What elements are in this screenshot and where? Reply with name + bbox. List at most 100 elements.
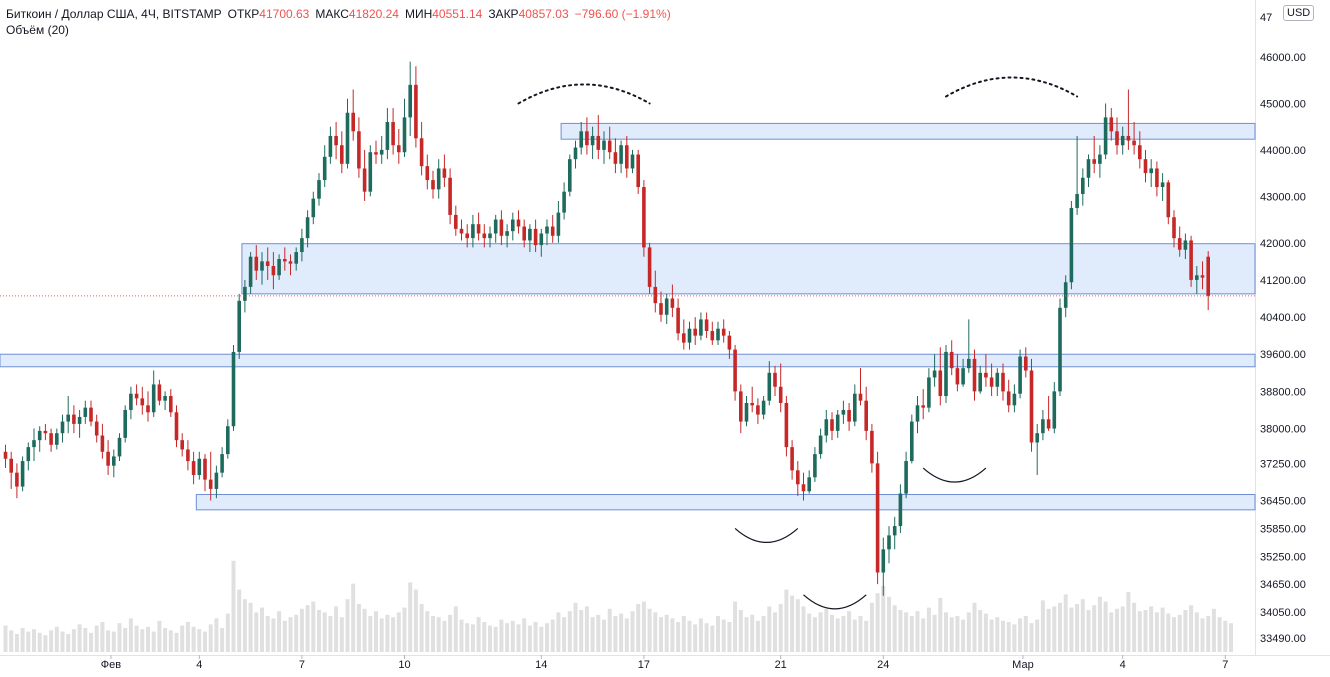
volume-bar: [567, 611, 572, 652]
dotted-top-arc: [517, 83, 651, 105]
candle-body: [66, 414, 70, 422]
candle-body: [744, 403, 749, 422]
time-tick-label: Фев: [101, 659, 121, 671]
candle-body: [277, 259, 281, 276]
volume-bar: [77, 624, 82, 652]
candle-body: [630, 154, 635, 169]
candle-body: [311, 198, 316, 218]
volume-bar: [1211, 608, 1216, 652]
candle-body: [351, 112, 355, 132]
volume-bar: [1132, 602, 1137, 652]
candle-body: [750, 403, 754, 406]
volume-bar: [1086, 610, 1091, 652]
candle-body: [1069, 207, 1074, 283]
candle-body: [613, 152, 618, 164]
candle-body: [448, 177, 452, 215]
candle-body: [682, 333, 686, 343]
candle-body: [1172, 217, 1176, 239]
volume-bar: [573, 602, 578, 652]
volume-bar: [14, 634, 19, 652]
candle-body: [9, 458, 13, 473]
open-label: ОТКР: [227, 7, 260, 21]
volume-bar: [208, 624, 213, 652]
time-tick-label: Мар: [1012, 659, 1034, 671]
volume-bar: [784, 589, 789, 652]
volume-bar: [277, 611, 282, 652]
volume-bar: [596, 614, 601, 652]
candle-body: [995, 372, 1000, 387]
volume-bar: [1149, 606, 1154, 652]
volume-bar: [755, 620, 760, 652]
currency-button[interactable]: USD: [1283, 5, 1315, 21]
pattern-arcs[interactable]: [517, 76, 1079, 610]
volume-bar: [288, 617, 293, 652]
volume-bar: [146, 626, 150, 652]
volume-bar: [123, 628, 128, 652]
volume-bar: [83, 628, 88, 652]
candle-body: [693, 328, 697, 336]
volume-bar: [362, 608, 367, 652]
volume-bar: [670, 618, 675, 652]
candle-body: [89, 407, 93, 422]
volume-bar: [607, 608, 612, 652]
volume-bar: [824, 608, 829, 652]
low-label: МИН: [404, 7, 433, 21]
volume-bar: [869, 602, 874, 652]
candle-body: [528, 228, 532, 241]
volume-bar: [659, 617, 663, 652]
volume-bar: [1183, 610, 1188, 652]
candle-body: [1109, 117, 1114, 132]
candle-body: [796, 470, 800, 485]
volume-bar: [157, 620, 162, 652]
high-value: 41820.24: [348, 7, 399, 21]
time-tick-label: 17: [638, 659, 650, 671]
candle-body: [248, 256, 253, 287]
volume-bar: [482, 622, 487, 652]
dotted-top-arc: [945, 76, 1079, 98]
volume-bar: [1012, 624, 1017, 652]
candle-body: [1012, 393, 1017, 406]
candle-body: [505, 231, 509, 236]
volume-bar: [687, 620, 692, 652]
candle-body: [887, 535, 891, 550]
price-tick-label: 46000.00: [1260, 52, 1306, 64]
volume-bar: [408, 582, 413, 652]
price-axis[interactable]: 46000.00 45000.00 44000.00 43000.00 42000.00…: [1260, 12, 1306, 645]
candle-body: [83, 407, 88, 417]
volume-bar: [43, 635, 48, 652]
volume-bar: [887, 596, 891, 652]
volume-bar: [260, 607, 264, 652]
price-tick-label: 45000.00: [1260, 98, 1306, 110]
candle-body: [397, 145, 401, 153]
volume-bar: [653, 612, 658, 652]
high-label: МАКС: [315, 7, 349, 21]
candle-body: [1081, 177, 1085, 195]
volume-bar: [847, 611, 852, 652]
symbol-title[interactable]: Биткоин / Доллар США, 4Ч, BITSTAMP: [6, 7, 222, 21]
volume-bar: [197, 629, 202, 652]
candle-body: [283, 259, 287, 262]
candle-body: [436, 168, 441, 190]
candle-body: [374, 152, 378, 155]
time-axis[interactable]: Фев 4 7 10 14 17 21 24 Мар 4 7: [101, 655, 1229, 671]
candle-body: [465, 233, 469, 239]
volume-bar: [738, 610, 743, 652]
bottom-arc: [922, 467, 987, 483]
candle-body: [921, 405, 925, 408]
candle-body: [345, 112, 350, 164]
volume-bar: [545, 623, 549, 652]
bottom-arc: [803, 594, 867, 610]
candle-body: [231, 351, 236, 427]
volume-bar: [904, 612, 909, 652]
support-resistance-zones[interactable]: [0, 122, 1256, 511]
candle-body: [431, 180, 435, 190]
candle-body: [77, 416, 82, 424]
candle-body: [1166, 182, 1171, 218]
candle-body: [625, 145, 629, 169]
volume-bar: [453, 606, 458, 652]
volume-indicator-label[interactable]: Объём (20): [6, 23, 69, 37]
volume-bar: [961, 619, 966, 652]
candle-body: [556, 212, 561, 236]
change-value: −796.60 (−1.91%): [574, 7, 671, 21]
